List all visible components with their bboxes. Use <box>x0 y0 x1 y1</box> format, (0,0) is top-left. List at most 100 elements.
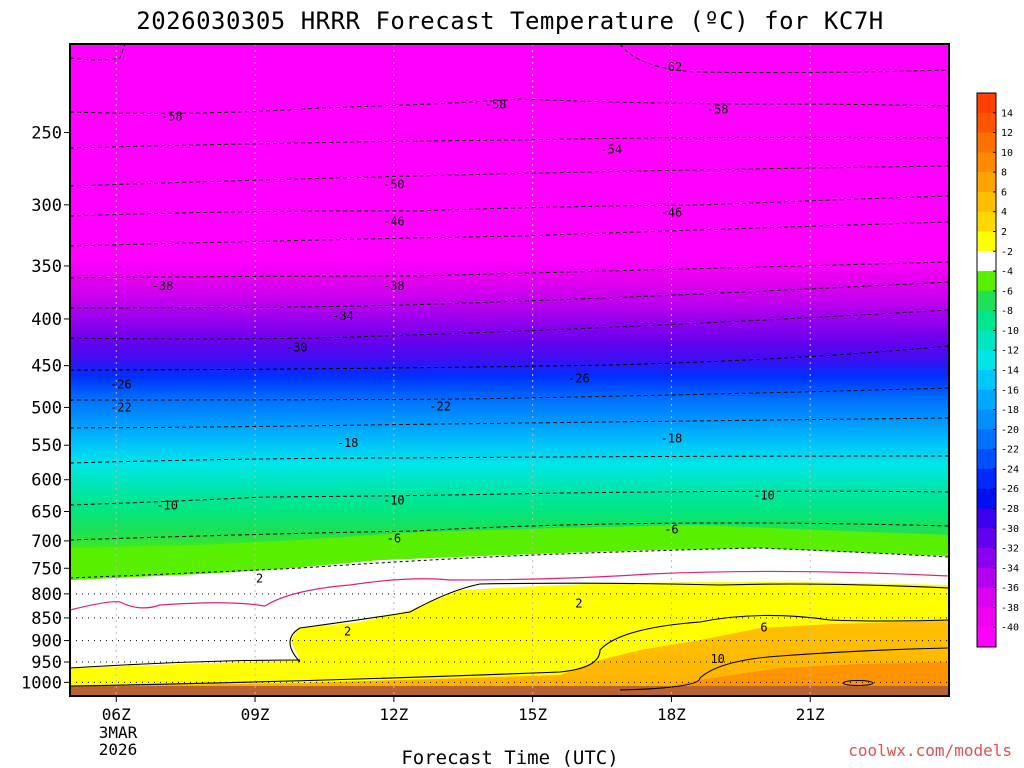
colorbar-label: -18 <box>1001 405 1019 416</box>
contour-line <box>842 680 874 686</box>
contour-label: -18 <box>661 432 683 446</box>
contour-line <box>289 582 949 663</box>
contour-line-zero <box>70 570 949 611</box>
colorbar-swatch <box>977 172 996 193</box>
contour-line <box>70 522 949 541</box>
contour-line <box>70 221 949 247</box>
colorbar: 14 12 10 8 6 4 2 -2 -4 -6 -8 -10 -12 -14 -16 -18 -20 -22 -… <box>976 92 1019 648</box>
y-tick-label: 700 <box>31 532 62 552</box>
colorbar-swatch <box>977 132 996 153</box>
contour-label: -62 <box>661 60 683 74</box>
contour-label: -38 <box>152 279 174 293</box>
colorbar-label: 12 <box>1001 128 1013 139</box>
colorbar-swatch <box>977 211 996 232</box>
colorbar-label: -24 <box>1001 464 1019 475</box>
colorbar-swatch <box>977 508 996 529</box>
plot-area <box>70 44 949 696</box>
colorbar-swatch <box>977 231 996 252</box>
y-tick-label: 1000 <box>21 673 62 693</box>
y-tick-label: 750 <box>31 559 62 579</box>
contour-label: -54 <box>600 143 622 157</box>
contour-label: -10 <box>383 493 405 507</box>
colorbar-label: -40 <box>1001 623 1019 634</box>
colorbar-swatch <box>977 191 996 213</box>
contour-line <box>70 490 949 506</box>
contour-label: -6 <box>387 532 401 546</box>
contour-label: 6 <box>760 621 767 635</box>
contour-label: -46 <box>383 215 405 229</box>
contour-label: -18 <box>337 436 359 450</box>
colorbar-label: -16 <box>1001 385 1019 396</box>
date-label-year: 2026 <box>99 740 138 759</box>
contour-labels: -62-58-58 -58-54-50-46-46-38 -38-34-30-26-… <box>110 60 775 666</box>
colorbar-label: -10 <box>1001 326 1019 337</box>
chart-title: 2026030305 HRRR Forecast Temperature (ºC… <box>136 7 883 35</box>
x-axis: 06Z 09Z 12Z 15Z 18Z 21Z <box>102 696 825 724</box>
contour-line <box>619 44 949 74</box>
plot-frame <box>69 43 950 697</box>
colorbar-label: 10 <box>1001 148 1013 159</box>
freezing-band <box>70 548 949 668</box>
colorbar-label: 8 <box>1001 168 1007 179</box>
x-gridlines <box>115 44 811 696</box>
y-tick-label: 950 <box>31 653 62 673</box>
colorbar-swatch <box>977 93 996 114</box>
y-tick-label: 300 <box>31 196 62 216</box>
contour-label: -58 <box>161 109 183 123</box>
colorbar-label: -20 <box>1001 425 1019 436</box>
contour-label: -58 <box>707 103 729 117</box>
colorbar-label: -36 <box>1001 583 1019 594</box>
colorbar-swatch <box>977 290 996 312</box>
contour-label: -34 <box>332 309 354 323</box>
colorbar-swatch <box>977 251 996 272</box>
colorbar-label: -28 <box>1001 504 1019 515</box>
colorbar-label: -34 <box>1001 563 1019 574</box>
contour-line <box>70 136 949 149</box>
x-tick-label: 09Z <box>241 705 270 724</box>
x-tick-label: 06Z <box>102 705 131 724</box>
y-tick-label: 550 <box>31 436 62 456</box>
contour-line <box>70 195 949 217</box>
colorbar-swatch <box>977 409 996 430</box>
colorbar-swatch <box>977 350 996 371</box>
contour-label: -30 <box>286 341 308 355</box>
colorbar-swatch <box>977 112 996 134</box>
y-tick-label: 400 <box>31 310 62 330</box>
contour-label: 2 <box>575 597 582 611</box>
y-tick-label: 450 <box>31 357 62 377</box>
colorbar-label: -6 <box>1001 286 1013 297</box>
yellow-layer <box>70 582 949 686</box>
y-tick-label: 900 <box>31 632 62 652</box>
contour-label: -10 <box>156 498 178 512</box>
colorbar-swatch <box>977 429 996 450</box>
x-axis-label: Forecast Time (UTC) <box>401 747 618 768</box>
contour-label: -46 <box>661 206 683 220</box>
colorbar-swatch <box>977 330 996 351</box>
colorbar-swatch <box>977 468 996 490</box>
y-tick-label: 650 <box>31 502 62 522</box>
contour-label: 2 <box>344 625 351 639</box>
green-layer <box>70 525 949 580</box>
colorbar-swatch <box>977 152 996 173</box>
colorbar-swatch <box>977 389 996 411</box>
colorbar-swatch <box>977 548 996 569</box>
contour-label: -50 <box>383 177 405 191</box>
y-tick-label: 250 <box>31 124 62 144</box>
colorbar-swatch <box>977 607 996 628</box>
x-tick-label: 12Z <box>379 705 408 724</box>
contour-line <box>619 647 949 691</box>
colorbar-label: 14 <box>1001 108 1013 119</box>
colorbar-label: -8 <box>1001 306 1013 317</box>
colorbar-label: -30 <box>1001 524 1019 535</box>
contour-label: -26 <box>568 372 590 386</box>
contour-label: 2 <box>256 572 263 586</box>
contour-line <box>70 44 126 61</box>
y-tick-label: 500 <box>31 398 62 418</box>
y-gridlines <box>70 593 949 683</box>
y-tick-label: 800 <box>31 585 62 605</box>
contour-label: -10 <box>753 488 775 502</box>
colorbar-swatch <box>977 587 996 608</box>
colorbar-label: -14 <box>1001 366 1019 377</box>
y-tick-label: 600 <box>31 471 62 491</box>
